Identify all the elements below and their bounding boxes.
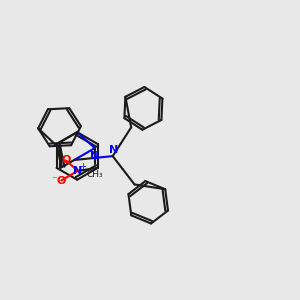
Text: O: O (61, 154, 70, 164)
Text: CH₃: CH₃ (86, 170, 103, 179)
Text: N: N (109, 145, 118, 155)
Text: O: O (57, 176, 66, 186)
Text: N: N (73, 166, 83, 176)
Text: +: + (79, 162, 86, 171)
Text: ⁻: ⁻ (51, 175, 57, 185)
Text: N: N (90, 152, 100, 161)
